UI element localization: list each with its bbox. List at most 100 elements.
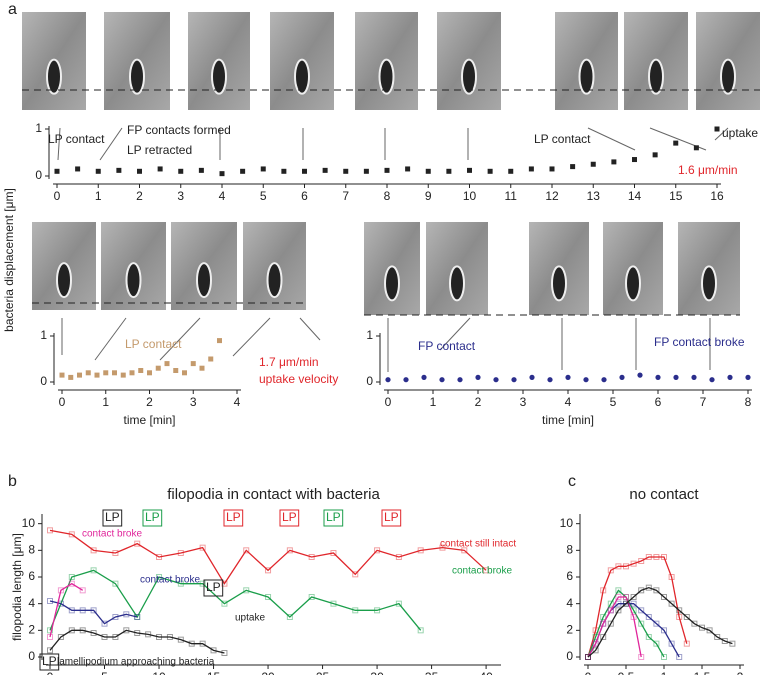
point xyxy=(112,370,117,376)
annotation: contact broke xyxy=(452,566,512,577)
chart-title: no contact xyxy=(629,486,699,503)
x-tick-label: 4 xyxy=(565,395,572,409)
line xyxy=(49,569,422,631)
point xyxy=(729,640,736,647)
point xyxy=(632,157,637,163)
point xyxy=(137,168,142,174)
point xyxy=(138,368,144,373)
point xyxy=(374,547,381,554)
point xyxy=(94,372,100,378)
point xyxy=(653,640,660,647)
y-tick-label: 1 xyxy=(35,121,42,135)
annotation: LP contact xyxy=(534,132,591,146)
y-tick-label: 2 xyxy=(28,623,35,637)
point xyxy=(243,547,250,554)
point xyxy=(655,374,661,380)
point xyxy=(199,365,205,371)
point xyxy=(57,634,64,640)
point xyxy=(652,152,658,158)
point xyxy=(653,620,660,627)
point xyxy=(155,365,161,371)
line xyxy=(587,556,688,658)
x-tick-label: 1.5 xyxy=(694,670,711,675)
annotation-box xyxy=(142,509,163,527)
annotation: 1.6 μm/min xyxy=(678,163,738,177)
point xyxy=(79,587,86,594)
point xyxy=(493,377,499,383)
point xyxy=(487,168,493,174)
x-tick-label: 0 xyxy=(54,189,61,203)
panel-label: b xyxy=(8,473,17,490)
arrow xyxy=(299,317,321,341)
point xyxy=(243,587,250,594)
point xyxy=(645,634,652,640)
x-tick-label: 0.5 xyxy=(618,670,635,675)
y-tick-label: 10 xyxy=(560,516,574,530)
point xyxy=(68,574,75,580)
point xyxy=(585,654,591,660)
y-tick-label: 2 xyxy=(566,623,573,637)
bacterium xyxy=(266,262,283,299)
point xyxy=(600,614,607,620)
point xyxy=(709,377,715,383)
line xyxy=(587,586,733,658)
point xyxy=(623,600,629,607)
point xyxy=(645,614,652,620)
bacterium xyxy=(46,58,62,95)
y-tick-label: 0 xyxy=(366,374,373,388)
x-tick-label: 5 xyxy=(260,189,267,203)
y-tick-label: 4 xyxy=(28,596,35,610)
annotation: contact still intact xyxy=(440,539,516,550)
point xyxy=(600,620,607,627)
point xyxy=(240,168,246,174)
x-tick-label: 9 xyxy=(425,189,432,203)
annotation: LP contact xyxy=(125,337,182,351)
annotation: lamellipodium approaching bacteria xyxy=(57,657,215,668)
point xyxy=(417,627,424,634)
arrow xyxy=(587,127,636,151)
point xyxy=(607,607,614,614)
point xyxy=(661,654,667,660)
x-tick-label: 14 xyxy=(628,189,642,203)
point xyxy=(668,600,675,607)
point xyxy=(585,654,591,660)
point xyxy=(600,634,607,640)
y-tick-label: 4 xyxy=(566,596,573,610)
point xyxy=(607,620,614,627)
point xyxy=(668,640,675,647)
point xyxy=(630,560,637,567)
point xyxy=(47,627,53,634)
point xyxy=(653,587,660,594)
point xyxy=(173,368,179,373)
point xyxy=(467,167,472,173)
point xyxy=(198,167,204,173)
point xyxy=(75,166,81,172)
point xyxy=(182,370,187,376)
bacterium xyxy=(720,58,736,95)
y-tick-label: 0 xyxy=(566,649,573,663)
point xyxy=(322,167,328,173)
point xyxy=(101,620,108,627)
point xyxy=(103,370,109,376)
point xyxy=(585,654,591,660)
x-tick-label: 2 xyxy=(146,395,153,409)
annotation-box xyxy=(279,509,300,527)
point xyxy=(330,600,337,607)
x-tick-label: 6 xyxy=(655,395,662,409)
point xyxy=(508,168,514,174)
x-tick-label: 7 xyxy=(700,395,707,409)
microscopy-images xyxy=(22,12,760,316)
x-tick-label: 5 xyxy=(101,670,108,675)
point xyxy=(714,126,720,132)
x-tick-label: 30 xyxy=(370,670,384,675)
point xyxy=(607,607,614,614)
x-tick-label: 4 xyxy=(234,395,241,409)
point xyxy=(68,374,74,380)
bacterium xyxy=(125,262,142,299)
point xyxy=(384,167,390,173)
point xyxy=(528,166,534,172)
point xyxy=(112,580,119,587)
point xyxy=(221,600,228,607)
point xyxy=(600,620,607,627)
